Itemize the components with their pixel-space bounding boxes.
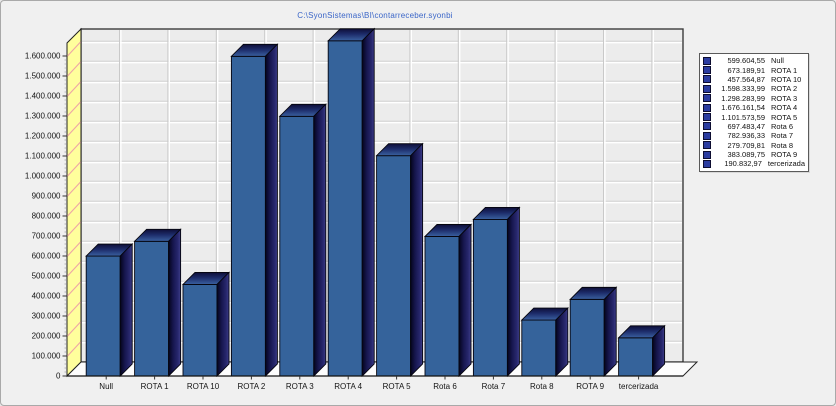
y-axis-tick-label: 300.000	[32, 312, 61, 321]
legend-item[interactable]: 383.089,75 ROTA 9	[700, 150, 808, 159]
x-axis-category-label: tercerizada	[619, 382, 659, 391]
y-axis-tick-label: 1.000.000	[25, 172, 61, 181]
legend-marker-icon	[703, 94, 711, 103]
x-axis: Null ROTA 1 ROTA 10 ROTA 2 ROTA 3 ROTA 4 ROTA …	[67, 375, 683, 391]
x-axis-category-label: ROTA 1	[141, 382, 169, 391]
bar-rota-6[interactable]	[423, 223, 473, 378]
legend-marker-icon	[703, 56, 711, 65]
legend-label: ROTA 5	[771, 112, 798, 122]
bar-tercerizada[interactable]	[617, 324, 666, 378]
bar-rota-5[interactable]	[375, 142, 424, 378]
legend-label: ROTA 4	[771, 103, 798, 113]
legend-marker-icon	[703, 84, 711, 93]
legend-label: ROTA 2	[771, 84, 798, 94]
y-axis-tick-label: 1.500.000	[25, 72, 61, 81]
legend-item[interactable]: 457.564,87 ROTA 10	[700, 75, 808, 84]
bar-rota-7[interactable]	[472, 206, 521, 378]
legend-marker-icon	[703, 150, 711, 159]
legend-marker-icon	[703, 141, 711, 150]
y-axis-tick-label: 1.100.000	[25, 152, 61, 161]
legend-value: 673.189,91	[727, 65, 765, 75]
chart-legend: 599.604,55 Null 673.189,91 ROTA 1 457.564,87…	[699, 53, 809, 172]
y-axis-tick-label: 700.000	[32, 232, 61, 241]
y-axis-tick-label: 100.000	[32, 352, 61, 361]
legend-item[interactable]: 1.101.573,59 ROTA 5	[700, 112, 808, 122]
legend-item[interactable]: 697.483,47 Rota 6	[700, 122, 808, 131]
y-axis-tick-label: 500.000	[32, 272, 61, 281]
legend-label: Rota 6	[771, 121, 794, 131]
legend-value: 279.709,81	[727, 140, 765, 150]
legend-value: 782.936,33	[727, 131, 765, 141]
legend-marker-icon	[703, 113, 711, 122]
x-axis-category-label: ROTA 3	[286, 382, 314, 391]
legend-marker-icon	[703, 103, 711, 112]
bar-rota-2[interactable]	[230, 43, 279, 378]
x-axis-category-label: Rota 7	[482, 382, 506, 391]
bar-null[interactable]	[85, 242, 134, 378]
legend-item[interactable]: 1.298.283,99 ROTA 3	[700, 94, 808, 103]
legend-item[interactable]: 1.676.161,54 ROTA 4	[700, 103, 808, 112]
x-axis-category-label: Rota 6	[433, 382, 457, 391]
legend-marker-icon	[703, 66, 711, 75]
x-axis-category-label: ROTA 9	[576, 382, 604, 391]
legend-item[interactable]: 782.936,33 Rota 7	[700, 131, 808, 140]
legend-value: 599.604,55	[727, 56, 765, 66]
y-axis-tick-label: 200.000	[32, 332, 61, 341]
chart-side-wall	[66, 27, 82, 378]
legend-label: Rota 7	[771, 131, 794, 141]
bar-rota-9[interactable]	[569, 286, 618, 378]
legend-item[interactable]: 279.709,81 Rota 8	[700, 141, 808, 150]
x-axis-category-label: ROTA 2	[237, 382, 265, 391]
y-axis-tick-label: 1.400.000	[25, 92, 61, 101]
legend-value: 1.101.573,59	[721, 112, 765, 122]
y-axis-tick-label: 800.000	[32, 212, 61, 221]
legend-marker-icon	[703, 131, 711, 140]
legend-label: ROTA 9	[771, 150, 798, 160]
legend-item[interactable]: 673.189,91 ROTA 1	[700, 65, 808, 75]
legend-label: Null	[771, 56, 784, 66]
bar-rota-8[interactable]	[520, 306, 569, 378]
legend-value: 383.089,75	[727, 150, 765, 160]
x-axis-category-label: Rota 8	[530, 382, 554, 391]
legend-value: 190.832,97	[724, 159, 762, 169]
bar-rota-10[interactable]	[181, 271, 231, 378]
legend-item[interactable]: 1.598.333,99 ROTA 2	[700, 84, 808, 93]
legend-value: 697.483,47	[727, 121, 765, 131]
legend-value: 1.676.161,54	[721, 103, 765, 113]
chart-title: C:\SyonSistemas\BI\contarreceber.syonbi	[297, 11, 453, 20]
y-axis-tick-label: 0	[56, 372, 61, 381]
y-axis-tick-label: 1.300.000	[25, 112, 61, 121]
legend-label: tercerizada	[767, 159, 805, 169]
y-axis-tick-label: 400.000	[32, 292, 61, 301]
y-axis-tick-label: 900.000	[32, 192, 61, 201]
y-axis: 0 100.000 200.000 300.000 400.000 500.000 600.…	[25, 52, 67, 381]
y-axis-tick-label: 1.200.000	[25, 132, 61, 141]
legend-item[interactable]: 190.832,97 tercerizada	[700, 159, 808, 168]
x-axis-category-label: ROTA 4	[334, 382, 362, 391]
legend-value: 457.564,87	[727, 74, 765, 84]
bar-rota-4[interactable]	[327, 27, 376, 378]
x-axis-category-label: ROTA 10	[187, 382, 220, 391]
bar-rota-3[interactable]	[278, 103, 327, 378]
x-axis-category-label: ROTA 5	[383, 382, 411, 391]
legend-label: ROTA 1	[771, 65, 798, 75]
bar-series	[85, 27, 666, 378]
legend-label: Rota 8	[771, 140, 794, 150]
bar-rota-1[interactable]	[133, 228, 182, 378]
y-axis-tick-label: 1.600.000	[25, 52, 61, 61]
legend-value: 1.298.283,99	[721, 93, 765, 103]
legend-marker-icon	[703, 159, 711, 168]
x-axis-category-label: Null	[99, 382, 113, 391]
y-axis-tick-label: 600.000	[32, 252, 61, 261]
legend-label: ROTA 3	[771, 93, 798, 103]
legend-label: ROTA 10	[771, 74, 802, 84]
legend-item[interactable]: 599.604,55 Null	[700, 56, 808, 65]
legend-marker-icon	[703, 122, 711, 131]
legend-value: 1.598.333,99	[721, 84, 765, 94]
legend-marker-icon	[703, 75, 711, 84]
